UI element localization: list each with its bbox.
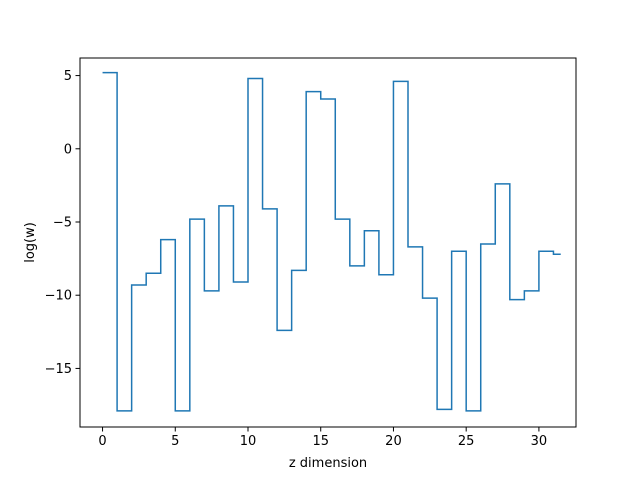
y-axis-title: log(w) <box>23 222 38 263</box>
y-tick-label: −5 <box>53 216 72 231</box>
x-axis: 0 5 10 15 20 25 30 <box>98 427 547 449</box>
x-tick-label: 30 <box>531 434 548 449</box>
plot-area <box>102 71 561 412</box>
plot-frame <box>79 57 577 428</box>
x-tick-label: 10 <box>240 434 257 449</box>
x-tick-label: 25 <box>458 434 475 449</box>
y-tick-label: 5 <box>64 69 72 84</box>
y-axis: 5 0 −5 −10 −15 <box>45 69 80 377</box>
x-tick-label: 15 <box>312 434 329 449</box>
y-tick-label: −10 <box>45 289 72 304</box>
y-tick-label: −15 <box>45 362 72 377</box>
x-axis-title: z dimension <box>289 456 367 471</box>
x-tick-label: 0 <box>98 434 106 449</box>
x-tick-label: 5 <box>171 434 179 449</box>
x-tick-label: 20 <box>385 434 402 449</box>
series-line <box>102 71 561 412</box>
y-tick-label: 0 <box>64 142 72 157</box>
